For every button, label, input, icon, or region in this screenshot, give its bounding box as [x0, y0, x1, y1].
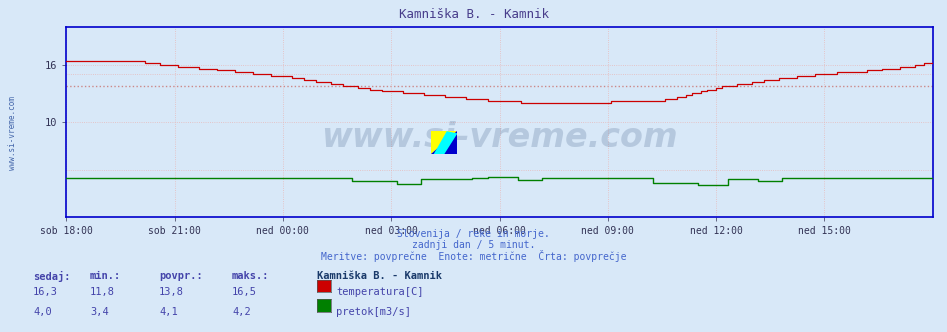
Text: www.si-vreme.com: www.si-vreme.com — [8, 96, 17, 170]
Text: Meritve: povprečne  Enote: metrične  Črta: povprečje: Meritve: povprečne Enote: metrične Črta:… — [321, 250, 626, 262]
Text: 4,0: 4,0 — [33, 307, 52, 317]
Text: 16,3: 16,3 — [33, 287, 58, 297]
Text: 16,5: 16,5 — [232, 287, 257, 297]
Text: 11,8: 11,8 — [90, 287, 115, 297]
Text: Kamniška B. - Kamnik: Kamniška B. - Kamnik — [317, 271, 442, 281]
Polygon shape — [434, 131, 457, 154]
Text: Slovenija / reke in morje.: Slovenija / reke in morje. — [397, 229, 550, 239]
Text: maks.:: maks.: — [232, 271, 270, 281]
Text: pretok[m3/s]: pretok[m3/s] — [336, 307, 411, 317]
Text: 13,8: 13,8 — [159, 287, 184, 297]
Text: 4,2: 4,2 — [232, 307, 251, 317]
Text: povpr.:: povpr.: — [159, 271, 203, 281]
Text: min.:: min.: — [90, 271, 121, 281]
Text: 4,1: 4,1 — [159, 307, 178, 317]
Text: zadnji dan / 5 minut.: zadnji dan / 5 minut. — [412, 240, 535, 250]
Text: temperatura[C]: temperatura[C] — [336, 287, 423, 297]
Text: Kamniška B. - Kamnik: Kamniška B. - Kamnik — [399, 8, 548, 21]
Text: www.si-vreme.com: www.si-vreme.com — [321, 121, 678, 154]
Text: 3,4: 3,4 — [90, 307, 109, 317]
Polygon shape — [431, 131, 457, 154]
Text: sedaj:: sedaj: — [33, 271, 71, 282]
Polygon shape — [431, 131, 457, 154]
